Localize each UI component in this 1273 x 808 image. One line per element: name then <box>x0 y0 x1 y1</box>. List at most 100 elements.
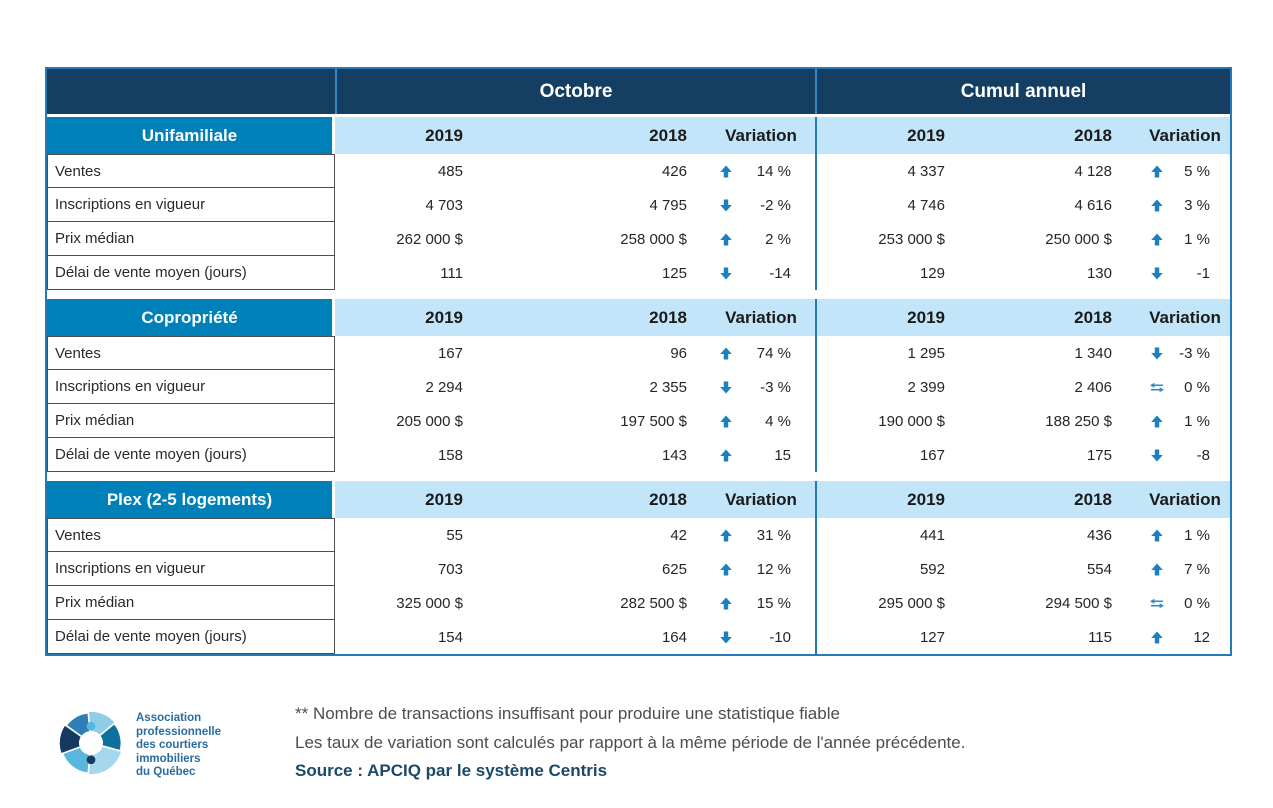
arrow-down-icon <box>720 630 732 644</box>
arrow-up-icon <box>1151 528 1163 542</box>
row-label: Ventes <box>47 518 335 552</box>
oct-variation-value: 15 <box>774 446 791 464</box>
col-header-cumul-2018: 2018 <box>1027 117 1140 154</box>
col-header-cumul-variation: Variation <box>1140 481 1230 518</box>
apciq-logo: Association professionnelle des courtier… <box>55 700 295 782</box>
oct-variation-value: 14 % <box>756 162 791 180</box>
note-insufficient-transactions: ** Nombre de transactions insuffisant po… <box>295 704 840 723</box>
oct-2018-value: 197 500 $ <box>620 412 687 430</box>
oct-variation-value: -2 % <box>760 196 791 214</box>
arrow-down-icon <box>720 380 732 394</box>
col-header-cumul-2018: 2018 <box>1027 481 1140 518</box>
row-label: Inscriptions en vigueur <box>47 188 335 222</box>
cumul-2019-value: 253 000 $ <box>815 222 1027 256</box>
oct-variation-cell: 4 % <box>707 404 815 438</box>
oct-2019-value: 154 <box>437 628 463 646</box>
cumul-2019-value: 592 <box>815 552 1027 586</box>
arrow-up-icon <box>1151 630 1163 644</box>
cumul-2019-value: 129 <box>815 256 1027 290</box>
oct-2018-value: 282 500 $ <box>620 594 687 612</box>
oct-variation-value: -10 <box>769 628 791 646</box>
table-row: Délai de vente moyen (jours) 154 164 -10… <box>47 620 1230 654</box>
arrow-up-icon <box>720 164 732 178</box>
source-line: Source : APCIQ par le système Centris <box>295 761 608 780</box>
oct-2019-value: 55 <box>446 526 463 544</box>
row-label: Ventes <box>47 336 335 370</box>
oct-variation-cell: -14 <box>707 256 815 290</box>
arrow-up-icon <box>720 596 732 610</box>
cumul-2018-value: 115 <box>1088 628 1112 646</box>
table-row: Inscriptions en vigueur 2 294 2 355 -3 %… <box>47 370 1230 404</box>
oct-2019-value: 111 <box>440 264 463 282</box>
cumul-variation-value: -8 <box>1196 446 1210 464</box>
cumul-2018-value: 175 <box>1086 446 1112 464</box>
cumul-2019-value: 441 <box>815 518 1027 552</box>
cumul-2018-value: 4 616 <box>1074 196 1112 214</box>
cumul-variation-cell: 3 % <box>1140 188 1230 222</box>
swap-arrows-icon <box>1150 598 1164 608</box>
cumul-2019-value: 167 <box>815 438 1027 472</box>
oct-variation-cell: 15 <box>707 438 815 472</box>
cumul-2019-value: 295 000 $ <box>815 586 1027 620</box>
cumul-variation-value: 5 % <box>1184 162 1210 180</box>
row-label: Prix médian <box>47 586 335 620</box>
table-row: Délai de vente moyen (jours) 158 143 15 … <box>47 438 1230 472</box>
oct-variation-cell: -3 % <box>707 370 815 404</box>
cumul-2019-value: 127 <box>815 620 1027 654</box>
cumul-2018-value: 2 406 <box>1074 378 1112 396</box>
oct-2019-value: 2 294 <box>425 378 463 396</box>
cumul-variation-value: -3 % <box>1179 344 1210 362</box>
row-label: Prix médian <box>47 222 335 256</box>
col-header-oct-variation: Variation <box>707 299 815 336</box>
oct-2019-value: 158 <box>437 446 463 464</box>
cumul-variation-cell: -1 <box>1140 256 1230 290</box>
row-label: Délai de vente moyen (jours) <box>47 256 335 290</box>
cumul-2019-value: 4 746 <box>815 188 1027 222</box>
oct-2018-value: 125 <box>661 264 687 282</box>
cumul-2018-value: 130 <box>1086 264 1112 282</box>
oct-2019-value: 325 000 $ <box>396 594 463 612</box>
footer-notes: ** Nombre de transactions insuffisant po… <box>295 700 965 786</box>
col-header-cumul-2018: 2018 <box>1027 299 1140 336</box>
cumul-variation-cell: 1 % <box>1140 222 1230 256</box>
corner-cell <box>47 69 335 114</box>
oct-variation-value: 12 % <box>756 560 791 578</box>
category-header: Copropriété <box>47 299 335 336</box>
cumul-2018-value: 1 340 <box>1074 344 1112 362</box>
oct-variation-value: 74 % <box>756 344 791 362</box>
cumul-2018-value: 250 000 $ <box>1045 230 1112 248</box>
table-row: Ventes 55 42 31 % 441 436 1 % <box>47 518 1230 552</box>
category-header: Unifamiliale <box>47 117 335 154</box>
cumul-variation-cell: 12 <box>1140 620 1230 654</box>
row-label: Ventes <box>47 154 335 188</box>
cumul-variation-value: 1 % <box>1184 230 1210 248</box>
row-label: Délai de vente moyen (jours) <box>47 620 335 654</box>
oct-2018-value: 426 <box>661 162 687 180</box>
oct-variation-cell: 74 % <box>707 336 815 370</box>
oct-variation-value: 2 % <box>765 230 791 248</box>
table-row: Prix médian 262 000 $ 258 000 $ 2 % 253 … <box>47 222 1230 256</box>
section-header-row: Unifamiliale 2019 2018 Variation 2019 20… <box>47 117 1230 154</box>
section-header-row: Copropriété 2019 2018 Variation 2019 201… <box>47 299 1230 336</box>
cumul-2019-value: 1 295 <box>815 336 1027 370</box>
period-header-octobre: Octobre <box>335 69 815 114</box>
table-section: Plex (2-5 logements) 2019 2018 Variation… <box>47 481 1230 654</box>
cumul-2018-value: 188 250 $ <box>1045 412 1112 430</box>
cumul-variation-value: 0 % <box>1184 378 1210 396</box>
arrow-up-icon <box>1151 164 1163 178</box>
cumul-variation-value: 7 % <box>1184 560 1210 578</box>
arrow-up-icon <box>720 232 732 246</box>
apciq-logo-icon <box>58 710 123 776</box>
oct-2019-value: 262 000 $ <box>396 230 463 248</box>
cumul-2019-value: 2 399 <box>815 370 1027 404</box>
oct-2018-value: 164 <box>661 628 687 646</box>
arrow-up-icon <box>1151 414 1163 428</box>
col-header-oct-variation: Variation <box>707 481 815 518</box>
arrow-up-icon <box>720 528 732 542</box>
stats-table: Octobre Cumul annuel Unifamiliale 2019 2… <box>45 67 1232 656</box>
oct-variation-cell: 14 % <box>707 154 815 188</box>
arrow-down-icon <box>720 266 732 280</box>
cumul-variation-value: 12 <box>1193 628 1210 646</box>
arrow-up-icon <box>720 414 732 428</box>
arrow-up-icon <box>1151 232 1163 246</box>
